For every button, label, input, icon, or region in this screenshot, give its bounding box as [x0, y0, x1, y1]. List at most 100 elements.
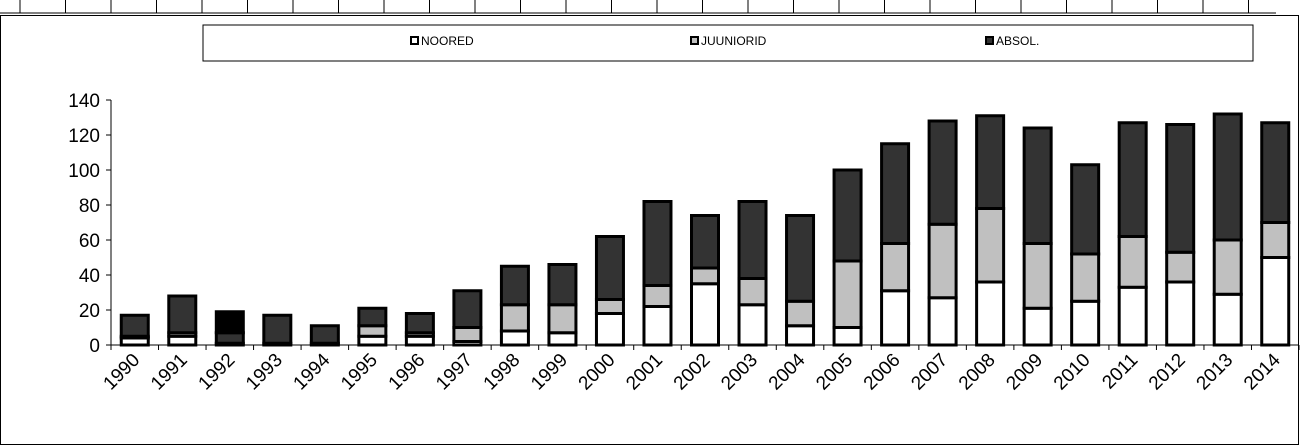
x-tick-label: 2011 — [1098, 350, 1142, 394]
x-tick-label: 2007 — [907, 350, 952, 395]
x-tick-label: 2009 — [1002, 350, 1047, 395]
bar-segment-absol — [214, 331, 245, 345]
bar-segment-noored — [1260, 256, 1291, 347]
x-tick-label: 1996 — [385, 350, 430, 395]
legend: NOORED JUUNIORID ABSOL. — [202, 24, 1254, 62]
bar-segment-juuniorid — [1260, 221, 1291, 259]
bar-segment-juuniorid — [690, 266, 720, 286]
bar-segment-juuniorid — [452, 326, 483, 343]
y-tick-label: 80 — [79, 196, 100, 217]
x-tick-label: 2000 — [575, 350, 620, 395]
bar-segment-noored — [642, 305, 673, 347]
x-tick-label: 2003 — [717, 350, 762, 395]
bar-segment-juuniorid — [1070, 252, 1101, 303]
legend-swatch — [690, 36, 699, 45]
bar-segment-absol — [404, 312, 435, 335]
bar-segment-noored — [1022, 306, 1053, 347]
bar-segment-juuniorid — [547, 303, 578, 335]
y-tick-label: 140 — [68, 91, 100, 112]
bar-segment-juuniorid — [499, 303, 530, 333]
y-tick-label: 40 — [79, 266, 100, 287]
bar-segment-noored — [1070, 299, 1101, 347]
x-tick-label: 1992 — [195, 350, 240, 395]
x-tick-label: 2008 — [955, 350, 1000, 395]
bar-segment-juuniorid — [1165, 250, 1196, 284]
x-tick-label: 2005 — [812, 350, 857, 395]
x-tick-label: 2012 — [1145, 350, 1190, 395]
x-tick-label: 2001 — [622, 350, 667, 395]
x-tick-label: 2014 — [1240, 349, 1285, 394]
legend-swatch — [410, 36, 419, 45]
bar-segment-juuniorid — [832, 259, 863, 329]
bar-segment-absol — [1165, 123, 1196, 254]
bar-segment-absol — [357, 306, 388, 328]
y-axis-tick-labels: 0 20 40 60 80 100 120 140 — [68, 91, 100, 357]
bar-segment-noored — [1165, 280, 1196, 347]
bar-segment-noored — [832, 326, 863, 347]
bar-segment-juuniorid — [1117, 235, 1148, 289]
legend-box — [202, 24, 1254, 62]
x-tick-label: 1999 — [527, 350, 572, 395]
header-ruler — [0, 0, 1276, 14]
bar-segment-juuniorid — [975, 207, 1006, 284]
bar-segment-noored — [547, 331, 578, 347]
bar-segment-absol — [785, 214, 816, 303]
x-tick-label: 1991 — [147, 350, 192, 395]
bar-segment-noored — [1212, 292, 1243, 347]
bar-segment-absol — [547, 263, 578, 307]
bar-segment-noored — [594, 312, 625, 347]
bar-segment-absol — [119, 313, 150, 338]
bar-segment-absol — [309, 324, 340, 345]
bar-segment-absol — [262, 313, 293, 345]
chart-frame: NOORED JUUNIORID ABSOL. 1990 1991 1992 1993 19… — [0, 15, 1300, 445]
bar-segment-absol — [452, 289, 483, 329]
x-tick-label: 1998 — [480, 350, 525, 395]
bar-segment-absol — [690, 214, 720, 270]
bar-segment-absol — [642, 200, 673, 287]
legend-swatch — [985, 36, 994, 45]
bar-segment-absol — [927, 119, 958, 226]
bar-segment-juuniorid — [1212, 238, 1243, 296]
x-tick-label: 2010 — [1050, 350, 1095, 395]
x-tick-label: 1997 — [432, 350, 477, 395]
y-tick-label: 20 — [79, 301, 100, 322]
x-tick-label: 1993 — [242, 350, 287, 395]
x-tick-label: 2002 — [670, 350, 715, 395]
x-tick-label: 1990 — [100, 350, 145, 395]
bar-segment-noored — [880, 289, 911, 347]
y-tick-label: 60 — [79, 231, 100, 252]
bar-segment-absol — [594, 235, 625, 301]
bar-segment-absol — [1260, 121, 1291, 224]
x-tick-label: 2004 — [765, 349, 810, 394]
header-ruler-strip — [0, 0, 1276, 14]
bar-segment-noored — [690, 282, 720, 347]
chart-bars — [119, 112, 1291, 347]
legend-label: JUUNIORID — [701, 34, 767, 48]
bar-segment-juuniorid — [737, 277, 768, 307]
y-tick-label: 120 — [68, 126, 100, 147]
x-tick-label: 2006 — [860, 350, 905, 395]
bar-segment-juuniorid — [357, 324, 388, 338]
x-axis-tick-labels: 1990 1991 1992 1993 1994 1995 1996 1997 1998 1999… — [100, 349, 1286, 394]
bar-segment-juuniorid — [594, 298, 625, 315]
bar-segment-absol — [167, 294, 198, 335]
bar-segment-absol — [880, 142, 911, 245]
bar-segment-absol — [832, 168, 863, 263]
legend-label: NOORED — [421, 34, 474, 48]
x-tick-label: 2013 — [1193, 350, 1238, 395]
bar-segment-absol — [1212, 112, 1243, 242]
bar-segment-noored — [975, 280, 1006, 347]
bar-segment-noored — [927, 296, 958, 347]
y-tick-label: 100 — [68, 161, 100, 182]
stacked-bar-chart: NOORED JUUNIORID ABSOL. 1990 1991 1992 1993 19… — [68, 24, 1300, 394]
bar-segment-juuniorid — [642, 284, 673, 308]
bar-segment-absol — [1070, 163, 1101, 256]
bar-segment-noored — [785, 324, 816, 347]
y-tick-label: 0 — [89, 336, 100, 357]
x-tick-label: 1995 — [337, 350, 382, 395]
bar-segment-noored — [499, 329, 530, 347]
bar-segment-absol — [499, 264, 530, 307]
bar-segment-juuniorid — [785, 299, 816, 328]
bar-segment-juuniorid — [880, 242, 911, 293]
bar-segment-absol — [1117, 121, 1148, 238]
